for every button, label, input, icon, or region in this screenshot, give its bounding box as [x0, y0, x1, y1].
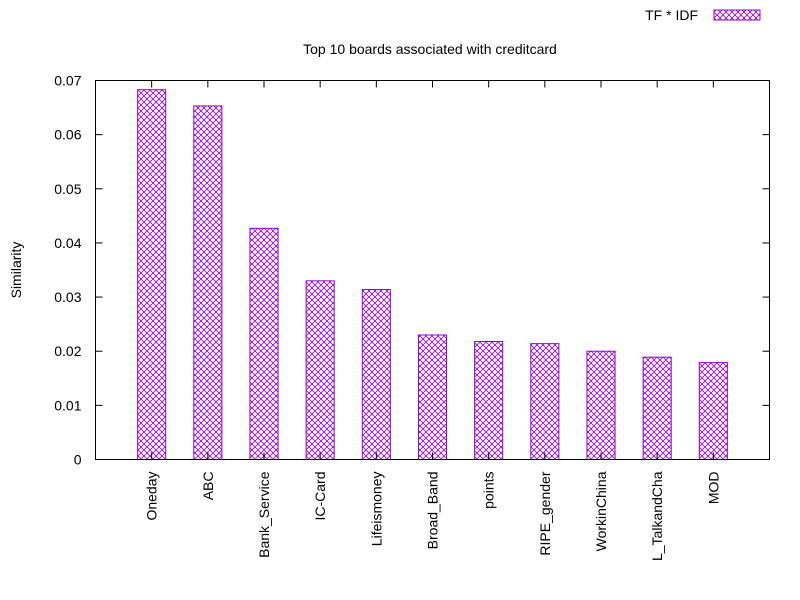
y-tick-label: 0.01 — [54, 397, 81, 413]
y-tick-label: 0.06 — [54, 127, 81, 143]
legend-swatch — [713, 9, 761, 21]
bar-abc — [193, 105, 223, 460]
y-tick-label: 0 — [74, 452, 82, 468]
bar-points — [474, 340, 504, 460]
x-tick-label: L_TalkandCha — [649, 471, 665, 561]
bar-bank-service — [249, 227, 279, 460]
bar-workinchina — [586, 350, 616, 461]
bar-lifeismoney — [361, 288, 391, 460]
legend: TF * IDF — [645, 7, 761, 23]
chart-title: Top 10 boards associated with creditcard — [303, 41, 557, 57]
legend-label: TF * IDF — [645, 7, 698, 23]
x-tick-label: points — [481, 472, 497, 509]
x-tick-label: Lifeismoney — [368, 472, 384, 547]
x-ticks-group: Oneday ABC Bank_Service IC-Card Lifeismoney B… — [144, 80, 721, 561]
y-tick-label: 0.02 — [54, 343, 81, 359]
x-tick-label: Bank_Service — [256, 471, 272, 558]
y-ticks-group: 0 0.01 0.02 0.03 0.04 0.05 0.06 0.07 — [54, 73, 770, 468]
x-tick-label: Broad_Band — [425, 472, 441, 550]
x-tick-label: Oneday — [144, 472, 160, 521]
bar-ripe-gender — [530, 343, 560, 460]
x-tick-label: ABC — [200, 472, 216, 501]
plot-frame — [95, 80, 770, 460]
x-tick-label: WorkinChina — [593, 471, 609, 551]
y-tick-label: 0.04 — [54, 235, 81, 251]
y-axis-label: Similarity — [8, 242, 24, 299]
x-tick-label: IC-Card — [312, 472, 328, 521]
x-tick-label: RIPE_gender — [537, 471, 553, 555]
y-tick-label: 0.07 — [54, 73, 81, 89]
bar-broad-band — [417, 334, 448, 461]
y-tick-label: 0.03 — [54, 289, 81, 305]
bar-oneday — [137, 89, 167, 460]
bar-l-talkandcha — [642, 356, 672, 461]
bar-ic-card — [305, 280, 335, 461]
x-tick-label: MOD — [705, 472, 721, 505]
y-tick-label: 0.05 — [54, 181, 81, 197]
bar-mod — [698, 362, 728, 460]
bars-group — [137, 89, 728, 461]
